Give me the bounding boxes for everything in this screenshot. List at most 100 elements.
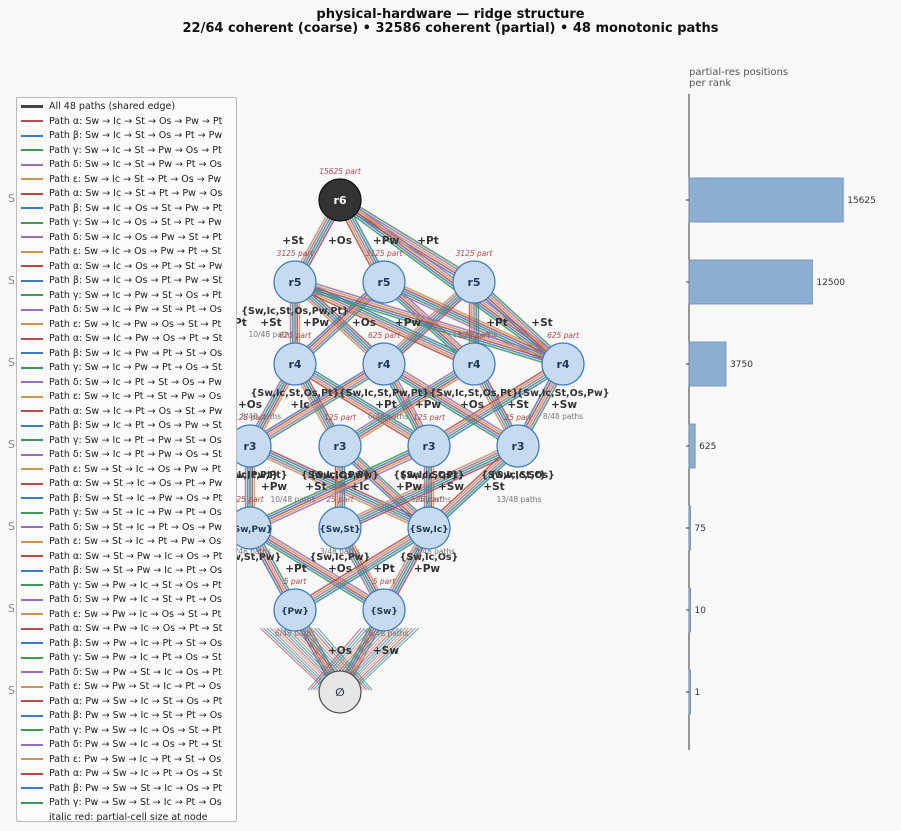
legend-label: Path α: Sw → Ic → Pw → Os → Pt → St [49, 333, 223, 344]
node-empty[interactable] [318, 670, 362, 714]
node-set-label: {Sw,St,Pw} [219, 552, 282, 563]
node-partial-size: 15625 part [319, 167, 362, 176]
edge-fan-line [353, 627, 420, 691]
legend-item-path: Path ε: Sw → Ic → Pw → Os → St → Pt [21, 318, 236, 333]
legend-item-path: Path γ: Sw → Ic → St → Pw → Os → Pt [21, 144, 236, 159]
node-r3d[interactable] [496, 424, 540, 468]
edge-path-line [339, 363, 475, 447]
edge-path-line [249, 527, 385, 611]
node-pw[interactable] [273, 588, 317, 632]
node-r4d[interactable] [541, 342, 585, 386]
edge-path-line [248, 529, 384, 613]
legend-item-path: Path δ: Pw → Sw → Ic → Os → Pt → St [21, 738, 236, 753]
node-swst[interactable] [318, 506, 362, 550]
edge-label: +St [507, 399, 528, 411]
node-r6[interactable] [318, 178, 362, 222]
node-r5c[interactable] [452, 260, 496, 304]
edge-label: +Pt [375, 399, 397, 411]
legend-item-path: Path ε: Sw → St → Ic → Os → Pw → Pt [21, 463, 236, 478]
legend-label: Path ε: Sw → Ic → St → Pt → Os → Pw [49, 173, 222, 185]
edge-path-line [382, 365, 518, 449]
legend-swatch [21, 352, 43, 354]
node-swic[interactable] [407, 506, 451, 550]
legend-item-path: Path β: Sw → Ic → Os → Pt → Pw → St [21, 274, 236, 289]
node-r4c[interactable] [452, 342, 496, 386]
legend-swatch [21, 279, 43, 282]
edge-label: +Pw [414, 563, 440, 575]
legend-label: Path ε: Sw → Ic → Pw → Os → St → Pt [49, 318, 222, 330]
legend-label: Path δ: Sw → Ic → Pt → St → Os → Pw [49, 376, 222, 388]
node-r3b[interactable] [318, 424, 362, 468]
legend-label: Path ε: Sw → Pw → Ic → Os → St → Pt [49, 608, 222, 620]
legend-item-path: Path δ: Sw → Ic → St → Pw → Pt → Os [21, 158, 236, 173]
chart-value-label: 75 [695, 524, 706, 534]
edge-path-line [341, 367, 477, 451]
edge-fan-line [314, 627, 370, 691]
path-count-label: 15/48 paths [453, 330, 498, 339]
legend-item-path: Path α: Sw → Ic → Pt → Os → St → Pw [21, 405, 236, 420]
legend-label: Path ε: Sw → St → Ic → Pt → Pw → Os [49, 536, 222, 547]
edge-path-line [295, 361, 431, 445]
legend-item-path: Path α: Sw → St → Ic → Os → Pt → Pw [21, 477, 236, 492]
legend-swatch [21, 540, 43, 543]
legend-swatch [21, 569, 43, 572]
legend-swatch [21, 743, 43, 746]
edge-label: +Pw [303, 317, 329, 329]
legend-swatch [21, 613, 43, 615]
node-r5a[interactable] [273, 260, 317, 304]
edge-label: +Os [352, 317, 376, 329]
node-label: {Sw,Pw} [227, 525, 272, 535]
edge-label: +Pt [373, 563, 395, 575]
legend-label: Path γ: Pw → Sw → Ic → Os → St → Pt [49, 724, 222, 736]
edge-path-line [381, 367, 517, 451]
legend-label: Path ε: Sw → Ic → Pt → St → Pw → Os [49, 391, 222, 402]
legend-item-path: Path β: Sw → Ic → Pt → Os → Pw → St [21, 419, 236, 434]
node-set-label: {Sw,Ic,St} [490, 470, 546, 481]
legend-label: Path α: Sw → Pw → Ic → Os → Pt → St [49, 623, 223, 634]
legend-swatch [21, 221, 43, 224]
edge-label: +Pw [261, 481, 287, 493]
node-set-label: {Sw,Ic,Pt} [222, 470, 278, 481]
legend-swatch [21, 192, 43, 195]
legend-item-path: Path ε: Sw → Pw → St → Ic → Pt → Os [21, 680, 236, 695]
node-partial-size: 625 part [368, 331, 401, 340]
legend-label: All 48 paths (shared edge) [49, 101, 176, 112]
edge-path-line [340, 365, 476, 449]
node-sw[interactable] [362, 588, 406, 632]
legend-swatch [21, 178, 43, 180]
path-count-label: 6/48 paths [368, 412, 408, 421]
path-count-label: 5/48 paths [411, 495, 451, 504]
node-r3c[interactable] [407, 424, 451, 468]
node-set-label: {Sw,Ic,St,Pw,Pt} [339, 388, 429, 399]
legend-label: Path γ: Pw → Sw → St → Ic → Pt → Os [49, 797, 222, 808]
legend-item-path: Path α: Sw → Pw → Ic → Os → Pt → St [21, 622, 236, 637]
legend-item-path: Path β: Pw → Sw → Ic → St → Pt → Os [21, 709, 236, 724]
edge-path-line [295, 529, 431, 613]
node-partial-size: 5 part [284, 577, 308, 586]
node-label: r3 [422, 440, 435, 453]
legend-label: Path α: Sw → Ic → Os → Pt → St → Pw [49, 260, 223, 272]
node-set-label: {Sw,Ic,St,Pt} [393, 470, 464, 481]
node-label: {Sw,St} [319, 525, 360, 535]
node-label: r3 [333, 440, 346, 453]
legend-swatch [21, 511, 43, 514]
legend-swatch [21, 758, 43, 760]
legend-swatch [21, 120, 43, 122]
edge-label: +Pw [373, 235, 399, 247]
node-r5b[interactable] [362, 260, 406, 304]
node-label: {Pw} [281, 607, 309, 617]
edge-path-line [249, 363, 385, 447]
legend-swatch [21, 468, 43, 470]
edge-path-line [248, 443, 429, 527]
legend-swatch [21, 685, 43, 688]
legend-item-path: Path β: Sw → Pw → Ic → Pt → St → Os [21, 637, 236, 652]
node-partial-size: 5 part [373, 577, 397, 586]
legend-item-path: Path β: Sw → Ic → Os → St → Pw → Pt [21, 202, 236, 217]
edge-path-line [385, 277, 566, 361]
node-r4a[interactable] [273, 342, 317, 386]
edge-path-line [294, 283, 563, 367]
edge-path-line [251, 523, 387, 607]
edge-fan-line [263, 627, 330, 691]
edge-path-line [338, 201, 563, 367]
node-r4b[interactable] [362, 342, 406, 386]
